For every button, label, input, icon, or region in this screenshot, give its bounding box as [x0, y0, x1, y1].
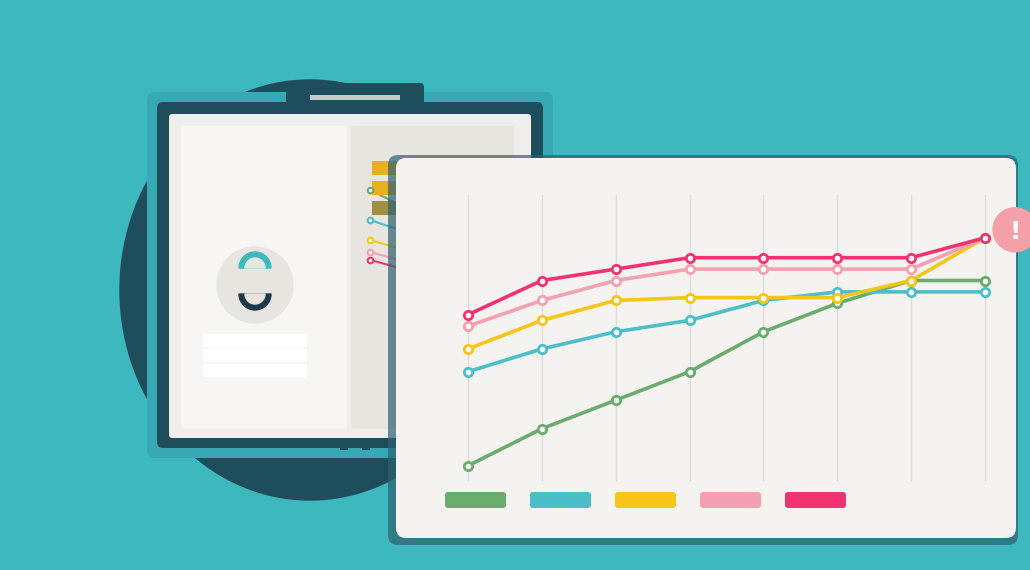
Bar — [372, 161, 462, 175]
Circle shape — [430, 452, 457, 480]
FancyBboxPatch shape — [700, 492, 761, 508]
FancyBboxPatch shape — [157, 102, 543, 448]
FancyBboxPatch shape — [785, 492, 846, 508]
Circle shape — [993, 207, 1030, 252]
Wedge shape — [239, 252, 271, 268]
Circle shape — [430, 335, 457, 363]
Circle shape — [430, 312, 457, 340]
Wedge shape — [437, 465, 449, 471]
FancyBboxPatch shape — [445, 492, 506, 508]
Wedge shape — [245, 258, 265, 268]
Wedge shape — [245, 294, 265, 304]
FancyBboxPatch shape — [169, 114, 531, 438]
Wedge shape — [437, 325, 449, 331]
FancyBboxPatch shape — [396, 158, 1016, 538]
Text: !: ! — [1009, 220, 1021, 244]
Circle shape — [439, 364, 447, 372]
FancyBboxPatch shape — [388, 155, 1018, 545]
Circle shape — [430, 358, 457, 386]
Circle shape — [217, 247, 293, 323]
FancyBboxPatch shape — [203, 349, 307, 362]
FancyBboxPatch shape — [615, 492, 676, 508]
FancyBboxPatch shape — [181, 126, 347, 429]
Wedge shape — [437, 370, 449, 377]
Wedge shape — [437, 348, 449, 354]
FancyBboxPatch shape — [203, 364, 307, 377]
Ellipse shape — [121, 80, 500, 500]
Bar — [372, 181, 432, 195]
Bar — [310, 95, 400, 100]
Circle shape — [439, 319, 447, 327]
Circle shape — [430, 301, 457, 329]
FancyBboxPatch shape — [286, 83, 424, 111]
Polygon shape — [340, 140, 370, 450]
FancyBboxPatch shape — [351, 126, 514, 429]
FancyBboxPatch shape — [203, 334, 307, 347]
Circle shape — [439, 307, 447, 315]
FancyBboxPatch shape — [147, 92, 553, 458]
Bar — [372, 201, 422, 215]
Wedge shape — [437, 314, 449, 320]
Circle shape — [439, 458, 447, 466]
Wedge shape — [239, 294, 271, 310]
FancyBboxPatch shape — [530, 492, 591, 508]
Circle shape — [439, 341, 447, 349]
Polygon shape — [330, 105, 380, 450]
